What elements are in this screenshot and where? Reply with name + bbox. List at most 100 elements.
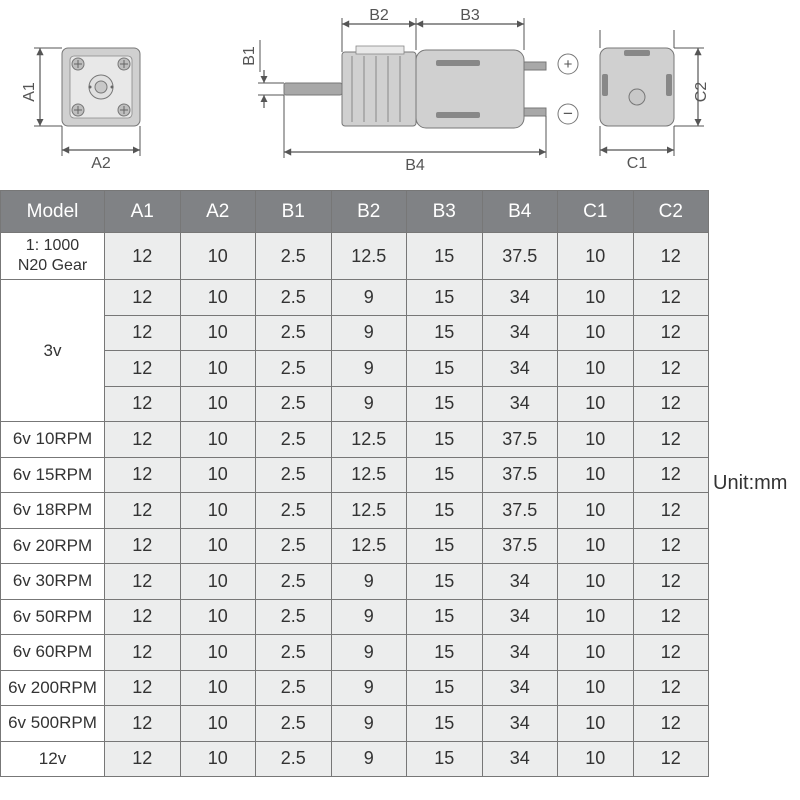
data-cell: 10	[558, 280, 634, 316]
data-cell: 12.5	[331, 422, 407, 458]
data-cell: 15	[407, 635, 483, 671]
data-cell: 10	[180, 233, 256, 280]
spec-table-wrap: ModelA1A2B1B2B3B4C1C2 1: 1000N20 Gear121…	[0, 190, 800, 777]
data-cell: 2.5	[256, 528, 332, 564]
data-cell: 10	[180, 493, 256, 529]
data-cell: 2.5	[256, 564, 332, 600]
table-body: 1: 1000N20 Gear12102.512.51537.510123v12…	[1, 233, 709, 777]
data-cell: 2.5	[256, 741, 332, 777]
data-cell: 34	[482, 706, 558, 742]
data-cell: 37.5	[482, 528, 558, 564]
data-cell: 10	[558, 493, 634, 529]
data-cell: 9	[331, 351, 407, 387]
data-cell: 10	[558, 599, 634, 635]
table-row: 12102.5915341012	[1, 315, 709, 351]
data-cell: 10	[558, 564, 634, 600]
col-b3: B3	[407, 191, 483, 233]
data-cell: 2.5	[256, 635, 332, 671]
data-cell: 12	[633, 422, 709, 458]
data-cell: 34	[482, 386, 558, 422]
data-cell: 15	[407, 315, 483, 351]
data-cell: 15	[407, 457, 483, 493]
data-cell: 12	[633, 457, 709, 493]
data-cell: 2.5	[256, 315, 332, 351]
data-cell: 34	[482, 315, 558, 351]
col-a1: A1	[105, 191, 181, 233]
data-cell: 12	[105, 493, 181, 529]
data-cell: 2.5	[256, 493, 332, 529]
data-cell: 12	[633, 351, 709, 387]
table-row: 6v 10RPM12102.512.51537.51012	[1, 422, 709, 458]
model-cell: 1: 1000N20 Gear	[1, 233, 105, 280]
data-cell: 15	[407, 386, 483, 422]
dimension-diagrams: A1 A2 + −	[4, 0, 712, 188]
data-cell: 10	[558, 741, 634, 777]
data-cell: 10	[180, 528, 256, 564]
data-cell: 2.5	[256, 670, 332, 706]
data-cell: 10	[180, 386, 256, 422]
dim-c2: C2	[693, 82, 710, 103]
table-row: 6v 30RPM12102.5915341012	[1, 564, 709, 600]
data-cell: 12.5	[331, 233, 407, 280]
data-cell: 9	[331, 635, 407, 671]
data-cell: 12	[105, 233, 181, 280]
data-cell: 2.5	[256, 599, 332, 635]
data-cell: 9	[331, 386, 407, 422]
data-cell: 10	[180, 670, 256, 706]
data-cell: 37.5	[482, 422, 558, 458]
unit-label: Unit:mm	[709, 190, 800, 777]
model-cell: 6v 30RPM	[1, 564, 105, 600]
data-cell: 15	[407, 564, 483, 600]
table-row: 6v 18RPM12102.512.51537.51012	[1, 493, 709, 529]
data-cell: 15	[407, 351, 483, 387]
data-cell: 12	[105, 351, 181, 387]
dim-b1: B1	[241, 46, 258, 66]
data-cell: 12	[633, 528, 709, 564]
data-cell: 10	[558, 528, 634, 564]
data-cell: 10	[558, 233, 634, 280]
data-cell: 9	[331, 315, 407, 351]
data-cell: 12.5	[331, 528, 407, 564]
dim-a1: A1	[21, 82, 38, 102]
data-cell: 12	[105, 599, 181, 635]
data-cell: 9	[331, 706, 407, 742]
data-cell: 12	[633, 233, 709, 280]
dim-c1: C1	[627, 155, 648, 172]
model-cell: 6v 200RPM	[1, 670, 105, 706]
data-cell: 12	[633, 280, 709, 316]
data-cell: 34	[482, 670, 558, 706]
data-cell: 15	[407, 599, 483, 635]
data-cell: 10	[180, 599, 256, 635]
data-cell: 10	[558, 422, 634, 458]
data-cell: 12	[633, 706, 709, 742]
col-model: Model	[1, 191, 105, 233]
data-cell: 15	[407, 422, 483, 458]
data-cell: 10	[180, 280, 256, 316]
data-cell: 10	[558, 635, 634, 671]
spec-table: ModelA1A2B1B2B3B4C1C2 1: 1000N20 Gear121…	[0, 190, 709, 777]
data-cell: 12	[633, 670, 709, 706]
data-cell: 10	[180, 741, 256, 777]
data-cell: 2.5	[256, 457, 332, 493]
data-cell: 12	[105, 457, 181, 493]
data-cell: 10	[180, 351, 256, 387]
data-cell: 12	[105, 706, 181, 742]
table-row: 12102.5915341012	[1, 351, 709, 387]
table-row: 6v 15RPM12102.512.51537.51012	[1, 457, 709, 493]
data-cell: 10	[558, 351, 634, 387]
data-cell: 12.5	[331, 457, 407, 493]
data-cell: 10	[180, 457, 256, 493]
data-cell: 12	[105, 315, 181, 351]
data-cell: 2.5	[256, 280, 332, 316]
data-cell: 10	[558, 457, 634, 493]
data-cell: 12	[633, 315, 709, 351]
data-cell: 10	[180, 635, 256, 671]
data-cell: 2.5	[256, 706, 332, 742]
view-front: A1 A2	[21, 48, 140, 172]
data-cell: 34	[482, 741, 558, 777]
data-cell: 9	[331, 564, 407, 600]
data-cell: 34	[482, 599, 558, 635]
data-cell: 10	[558, 670, 634, 706]
table-row: 1: 1000N20 Gear12102.512.51537.51012	[1, 233, 709, 280]
data-cell: 34	[482, 280, 558, 316]
